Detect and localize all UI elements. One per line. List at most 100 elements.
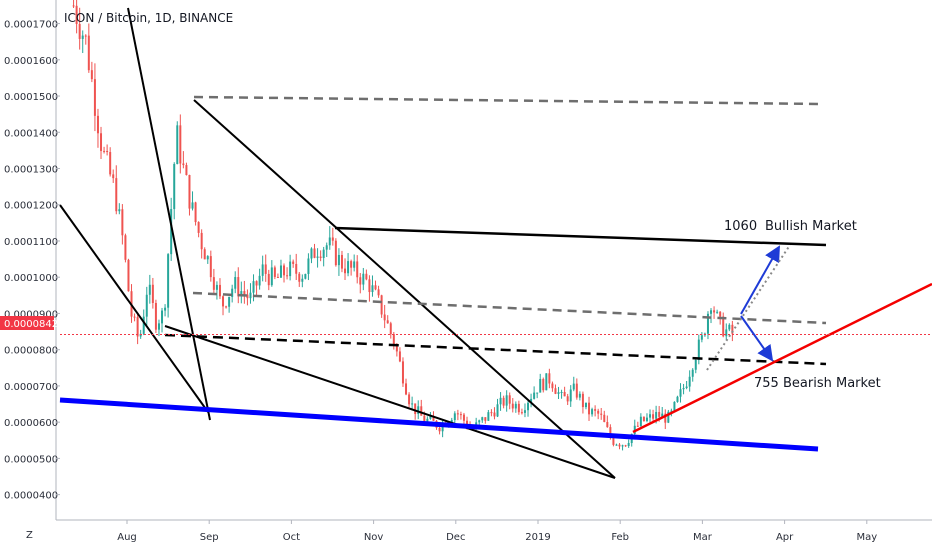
candle-body bbox=[270, 267, 273, 286]
candle-body bbox=[493, 412, 496, 417]
bullish-label: Bullish Market bbox=[765, 219, 857, 234]
candle-body bbox=[572, 383, 575, 390]
candle-body bbox=[624, 445, 627, 447]
y-tick-label: 0.0001700 bbox=[4, 20, 58, 31]
candle-body bbox=[655, 411, 658, 419]
candle-body bbox=[127, 259, 130, 292]
bearish-value: 755 bbox=[754, 376, 779, 391]
bearish-arrow[interactable] bbox=[740, 315, 774, 362]
x-axis-ticks[interactable]: Aug Sep Oct Nov Dec 2019 Feb Mar Apr May bbox=[117, 520, 877, 543]
candle-body bbox=[673, 401, 676, 411]
candle-body bbox=[612, 437, 615, 445]
candle-body bbox=[386, 320, 389, 324]
candle-body bbox=[389, 323, 392, 335]
candles bbox=[72, 0, 734, 451]
candle-body bbox=[411, 403, 414, 405]
candle-body bbox=[267, 273, 270, 286]
resistance-line[interactable] bbox=[334, 226, 827, 247]
candle-body bbox=[316, 256, 319, 258]
candle-body bbox=[700, 335, 703, 340]
candle-body bbox=[103, 150, 106, 152]
candle-body bbox=[118, 209, 121, 212]
candle-body bbox=[664, 413, 667, 423]
candle-body bbox=[301, 278, 304, 282]
candle-body bbox=[313, 248, 316, 258]
candle-body bbox=[161, 310, 164, 324]
candle-body bbox=[563, 391, 566, 397]
candle-body bbox=[627, 443, 630, 446]
candle-body bbox=[392, 334, 395, 345]
candle-body bbox=[606, 422, 609, 428]
dashed-mid-grey[interactable] bbox=[192, 291, 827, 325]
candle-body bbox=[502, 397, 505, 406]
candle-body bbox=[408, 394, 411, 405]
candle-body bbox=[639, 416, 642, 427]
scale-mode-icon[interactable]: Z bbox=[26, 530, 33, 541]
candle-body bbox=[307, 258, 310, 274]
candle-body bbox=[682, 388, 685, 390]
candle-body bbox=[328, 237, 331, 246]
candle-body bbox=[249, 292, 252, 299]
candle-body bbox=[713, 310, 716, 313]
bullish-arrow[interactable] bbox=[740, 245, 780, 315]
candle-body bbox=[478, 420, 481, 423]
x-tick-label: Oct bbox=[283, 532, 300, 543]
candle-body bbox=[356, 261, 359, 278]
candle-body bbox=[420, 406, 423, 416]
candle-body bbox=[325, 245, 328, 250]
candle-body bbox=[685, 386, 688, 389]
candle-body bbox=[505, 395, 508, 406]
candle-body bbox=[240, 291, 243, 297]
candle-body bbox=[194, 202, 197, 223]
y-tick-label: 0.0000400 bbox=[4, 491, 58, 502]
candle-body bbox=[591, 409, 594, 415]
y-tick-label: 0.0000800 bbox=[4, 346, 58, 357]
x-tick-label: May bbox=[856, 532, 877, 543]
trendline-falling-wedge-bottom[interactable] bbox=[164, 325, 616, 479]
candle-body bbox=[292, 261, 295, 264]
candle-body bbox=[551, 383, 554, 389]
y-axis-ticks[interactable]: 0.0001700 0.0001600 0.0001500 0.0001400 0.00… bbox=[4, 20, 60, 502]
candle-body bbox=[81, 35, 84, 39]
candle-body bbox=[334, 240, 337, 266]
candle-body bbox=[557, 392, 560, 394]
candle-body bbox=[719, 311, 722, 317]
trendline-falling-wedge-top[interactable] bbox=[193, 99, 616, 479]
candle-body bbox=[603, 414, 606, 423]
candle-body bbox=[362, 273, 365, 285]
candle-body bbox=[191, 202, 194, 209]
y-tick-label: 0.0000600 bbox=[4, 418, 58, 429]
y-tick-label: 0.0001500 bbox=[4, 92, 58, 103]
candle-body bbox=[115, 178, 118, 212]
candle-body bbox=[652, 414, 655, 419]
trendline-left-up[interactable] bbox=[59, 204, 209, 413]
blue-support-line[interactable] bbox=[59, 397, 819, 452]
candle-body bbox=[600, 413, 603, 415]
candle-body bbox=[84, 35, 87, 37]
candle-body bbox=[429, 415, 432, 419]
candle-body bbox=[688, 376, 691, 387]
trendline-steep-down[interactable] bbox=[127, 7, 211, 421]
candle-body bbox=[90, 70, 93, 80]
candle-body bbox=[344, 268, 347, 274]
candle-body bbox=[575, 383, 578, 398]
candle-body bbox=[234, 277, 237, 289]
y-tick-label: 0.0000900 bbox=[4, 309, 58, 320]
candle-body bbox=[584, 402, 587, 408]
candle-body bbox=[661, 413, 664, 417]
y-tick-label: 0.0000500 bbox=[4, 454, 58, 465]
x-tick-label: Sep bbox=[200, 532, 219, 543]
dashed-black-support[interactable] bbox=[164, 333, 827, 366]
candle-body bbox=[499, 397, 502, 405]
candle-body bbox=[417, 406, 420, 415]
candle-body bbox=[545, 373, 548, 391]
candle-body bbox=[72, 5, 75, 7]
candle-body bbox=[215, 284, 218, 290]
red-rising-support[interactable] bbox=[632, 282, 932, 434]
candle-body bbox=[310, 248, 313, 259]
candle-body bbox=[252, 281, 255, 293]
candle-body bbox=[112, 174, 115, 179]
y-tick-label: 0.0001300 bbox=[4, 165, 58, 176]
